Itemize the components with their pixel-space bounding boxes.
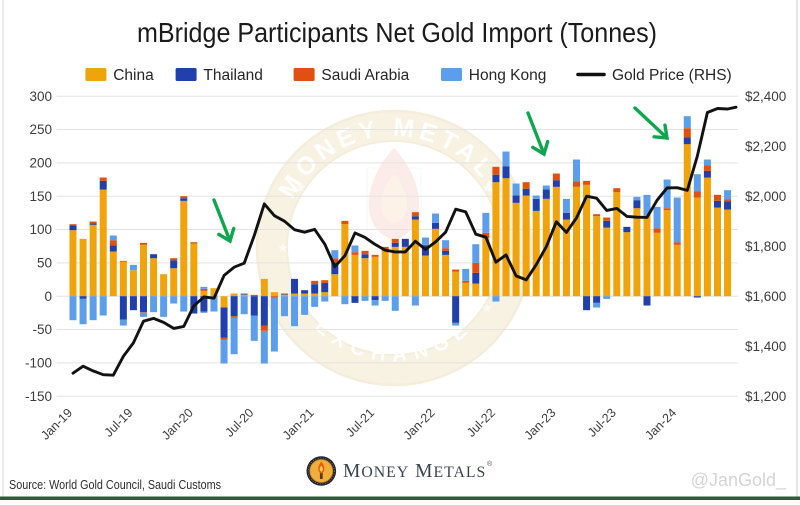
svg-text:Hong Kong: Hong Kong: [469, 67, 547, 84]
svg-text:$2,200: $2,200: [745, 139, 786, 154]
svg-text:$1,200: $1,200: [745, 389, 786, 404]
svg-text:Source: World Gold Council, Sa: Source: World Gold Council, Saudi Custom…: [9, 477, 221, 492]
svg-text:50: 50: [37, 256, 52, 271]
svg-text:$1,400: $1,400: [745, 339, 786, 354]
svg-text:$1,800: $1,800: [745, 239, 786, 254]
svg-text:200: 200: [29, 156, 52, 171]
svg-text:$2,400: $2,400: [745, 89, 786, 104]
svg-text:Thailand: Thailand: [203, 67, 262, 84]
svg-text:★: ★: [295, 180, 307, 195]
svg-text:mBridge Participants Net Gold: mBridge Participants Net Gold Import (To…: [137, 17, 657, 48]
svg-text:100: 100: [29, 222, 52, 237]
svg-text:-50: -50: [32, 322, 52, 337]
svg-text:★: ★: [481, 300, 493, 315]
svg-text:300: 300: [29, 89, 52, 104]
svg-text:@JanGold_: @JanGold_: [691, 470, 787, 491]
svg-text:★: ★: [277, 240, 289, 255]
svg-text:Saudi Arabia: Saudi Arabia: [321, 67, 409, 84]
svg-text:0: 0: [44, 289, 52, 304]
svg-text:®: ®: [487, 460, 493, 468]
svg-text:$1,600: $1,600: [745, 289, 786, 304]
svg-text:-100: -100: [25, 356, 52, 371]
svg-text:150: 150: [29, 189, 52, 204]
svg-text:China: China: [113, 67, 154, 84]
svg-text:MONEY METALS: MONEY METALS: [343, 461, 486, 482]
svg-text:★: ★: [481, 180, 493, 195]
svg-text:$2,000: $2,000: [745, 189, 786, 204]
svg-text:★: ★: [295, 300, 307, 315]
svg-text:-150: -150: [25, 389, 52, 404]
svg-text:Gold Price (RHS): Gold Price (RHS): [612, 67, 732, 84]
svg-text:250: 250: [29, 122, 52, 137]
